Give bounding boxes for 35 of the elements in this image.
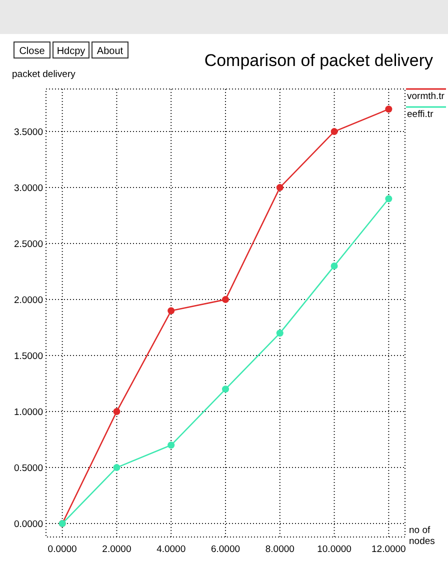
point [222, 386, 229, 393]
point [385, 195, 392, 202]
x-tick-label: 6.0000 [210, 544, 240, 555]
point [385, 106, 392, 113]
x-tick-label: 10.0000 [317, 544, 352, 555]
y-tick-label: 3.0000 [14, 183, 43, 194]
point [168, 442, 175, 449]
point [330, 128, 338, 136]
x-tick-label: 12.0000 [372, 544, 406, 555]
point [276, 330, 284, 337]
x-axis-title: no of nodes [409, 525, 436, 547]
x-tick-label: 0.0000 [48, 544, 77, 555]
x-tick-label: 4.0000 [156, 544, 186, 555]
y-tick-label: 2.5000 [14, 239, 43, 250]
point [222, 296, 229, 304]
chart-title: Comparison of packet delivery [204, 51, 434, 70]
y-tick-label: 1.0000 [14, 407, 43, 418]
legend-label: vormth.tr [407, 91, 444, 102]
x-tick-label: 2.0000 [102, 544, 132, 555]
y-tick-label: 2.0000 [14, 295, 43, 306]
point [113, 408, 120, 416]
legend-label: eeffi.tr [407, 109, 434, 120]
y-tick-label: 3.5000 [14, 127, 43, 138]
y-tick-label: 0.5000 [14, 463, 43, 474]
button: Hdcpy [52, 42, 90, 58]
x-tick-label: 8.0000 [265, 544, 294, 555]
y-axis-title: packet delivery [12, 69, 76, 80]
y-tick-label: 0.0000 [14, 519, 43, 530]
point [330, 262, 338, 270]
point [276, 184, 284, 192]
point [113, 464, 120, 472]
button: About [92, 42, 128, 58]
y-tick-label: 1.5000 [14, 351, 43, 362]
point [168, 307, 175, 314]
button: Close [14, 42, 50, 58]
